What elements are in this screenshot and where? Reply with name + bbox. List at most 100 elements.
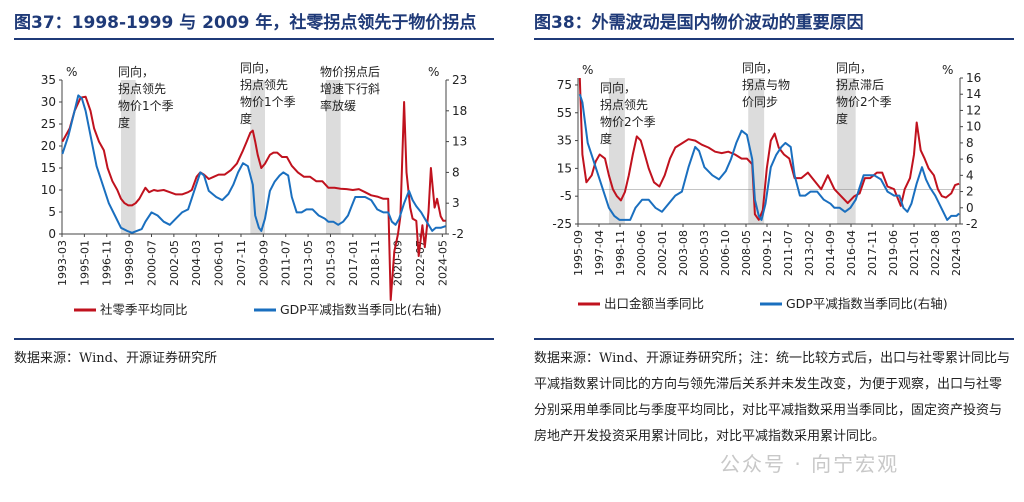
right-left-tick-label: -5 — [560, 189, 572, 203]
left-annotation-2: 率放缓 — [320, 98, 356, 113]
left-x-tick-label: 2015-03 — [324, 240, 337, 286]
right-x-tick-label: 2013-02 — [803, 230, 816, 276]
right-x-tick-label: 2002-01 — [656, 230, 669, 276]
left-right-tick-label: -2 — [452, 227, 464, 241]
right-annotation-0: 拐点领先 — [600, 97, 648, 112]
right-x-tick-label: 2005-03 — [698, 230, 711, 276]
left-annotation-1: 拐点领先 — [240, 77, 288, 92]
left-annotation-0: 物价1个季 — [118, 99, 174, 113]
right-annotation-0: 度 — [600, 131, 612, 146]
left-left-unit: % — [66, 65, 77, 79]
left-x-tick-label: 2009-09 — [257, 240, 270, 286]
right-shade-band-2 — [837, 78, 856, 224]
right-right-tick-label: 12 — [966, 103, 981, 117]
right-x-tick-label: 2008-05 — [740, 230, 753, 276]
right-series-line-1 — [578, 93, 960, 221]
left-legend-label-1: GDP平减指数当季同比(右轴) — [280, 302, 442, 317]
right-chart: -25 -5 15 35 55 75% -2 0 2 4 6 8 10 12 14 16% 1995-09 199… — [552, 60, 981, 311]
right-left-tick-label: 35 — [557, 134, 572, 148]
right-annotation-1: 拐点与物 — [742, 77, 790, 92]
left-left-tick-label: 10 — [41, 183, 56, 197]
right-right-tick-label: 4 — [966, 168, 974, 182]
left-right-tick-label: 18 — [452, 104, 467, 118]
left-annotation-0: 度 — [118, 115, 130, 130]
right-legend-label-0: 出口金额当季同比 — [604, 296, 704, 311]
left-annotation-0: 拐点领先 — [118, 81, 166, 96]
right-x-tick-label: 2024-03 — [950, 230, 963, 276]
right-x-tick-label: 2000-06 — [635, 230, 648, 276]
right-left-tick-label: 15 — [557, 161, 572, 175]
watermark: 公众号 · 向宁宏观 — [720, 452, 900, 476]
right-annotation-2: 度 — [836, 111, 848, 126]
right-x-tick-label: 2019-06 — [887, 230, 900, 276]
left-x-tick-label: 2017-01 — [347, 240, 360, 286]
left-x-tick-label: 2018-11 — [369, 240, 382, 286]
right-x-tick-label: 2014-09 — [824, 230, 837, 276]
right-x-tick-label: 2003-08 — [677, 230, 690, 276]
left-x-tick-label: 2002-05 — [168, 240, 181, 286]
right-right-tick-label: 0 — [966, 201, 974, 215]
left-right-tick-label: 3 — [452, 196, 460, 210]
right-right-tick-label: 14 — [966, 87, 981, 101]
right-shade-band-1 — [748, 78, 765, 224]
left-legend-label-0: 社零季平均同比 — [100, 302, 188, 317]
left-x-tick-label: 2000-07 — [145, 240, 158, 286]
right-annotation-1: 价同步 — [742, 95, 778, 109]
right-x-tick-label: 2017-11 — [866, 230, 879, 276]
left-x-tick-label: 2007-11 — [235, 240, 248, 286]
left-x-tick-label: 2004-03 — [190, 240, 203, 286]
left-annotation-2: 增速下行斜 — [320, 82, 380, 96]
right-x-tick-label: 2006-10 — [719, 230, 732, 276]
left-left-tick-label: 35 — [41, 73, 56, 87]
left-annotation-1: 同向， — [240, 60, 276, 75]
right-x-tick-label: 2011-07 — [782, 230, 795, 276]
right-figure: 图38：外需波动是国内物价波动的重要原因 -25 -5 15 35 55 75% -2 0 2 4… — [520, 0, 1020, 502]
left-annotation-1: 物价1个季 — [240, 95, 296, 109]
right-top-rule — [534, 38, 1014, 40]
right-right-tick-label: 2 — [966, 185, 974, 199]
left-right-tick-label: 8 — [452, 165, 460, 179]
right-left-tick-label: 75 — [557, 78, 572, 92]
left-left-tick-label: 0 — [48, 227, 56, 241]
right-x-tick-label: 2016-04 — [845, 230, 858, 276]
right-annotation-0: 物价2个季 — [600, 115, 656, 129]
right-annotation-2: 物价2个季 — [836, 95, 892, 109]
right-source-note: 数据来源：Wind、开源证券研究所；注：统一比较方式后，出口与社零累计同比与平减… — [534, 351, 1010, 444]
right-left-tick-label: 55 — [557, 106, 572, 120]
left-right-unit: % — [428, 65, 439, 79]
left-series-line-0 — [61, 95, 446, 301]
left-left-tick-label: 20 — [41, 139, 56, 153]
right-right-tick-label: 8 — [966, 136, 974, 150]
right-annotation-0: 同向， — [600, 80, 636, 95]
right-x-tick-label: 2009-12 — [761, 230, 774, 276]
left-x-tick-label: 2006-01 — [213, 240, 226, 286]
left-source-note: 数据来源：Wind、开源证券研究所 — [14, 351, 217, 366]
right-annotation-2: 拐点滞后 — [836, 77, 884, 92]
left-left-tick-label: 5 — [48, 205, 56, 219]
right-legend-label-1: GDP平减指数当季同比(右轴) — [786, 296, 948, 311]
left-right-tick-label: 13 — [452, 135, 467, 149]
right-x-tick-label: 1997-04 — [593, 230, 606, 276]
right-bottom-rule — [534, 338, 1014, 340]
left-x-tick-label: 2024-05 — [436, 240, 449, 286]
left-x-tick-label: 2013-05 — [302, 240, 315, 286]
right-right-tick-label: 6 — [966, 152, 974, 166]
right-right-tick-label: 10 — [966, 120, 981, 134]
left-x-tick-label: 2011-07 — [280, 240, 293, 286]
left-x-tick-label: 1998-09 — [123, 240, 136, 286]
right-x-tick-label: 1998-11 — [614, 230, 627, 276]
left-shade-band-0 — [120, 80, 136, 234]
right-right-unit: % — [942, 63, 953, 77]
right-right-tick-label: -2 — [966, 217, 978, 231]
left-top-rule — [14, 38, 494, 40]
right-series-line-0 — [578, 77, 960, 221]
right-x-tick-label: 2022-08 — [929, 230, 942, 276]
right-right-tick-label: 16 — [966, 71, 981, 85]
left-shade-band-2 — [326, 80, 341, 234]
left-x-tick-label: 1995-01 — [78, 240, 91, 286]
left-x-tick-label: 2022-07 — [414, 240, 427, 286]
right-annotation-1: 同向， — [742, 60, 778, 75]
left-series-line-1 — [61, 94, 447, 234]
left-figure: 图37：1998-1999 与 2009 年，社零拐点领先于物价拐点 0 5 10 1… — [0, 0, 500, 502]
right-annotation-2: 同向， — [836, 60, 872, 75]
